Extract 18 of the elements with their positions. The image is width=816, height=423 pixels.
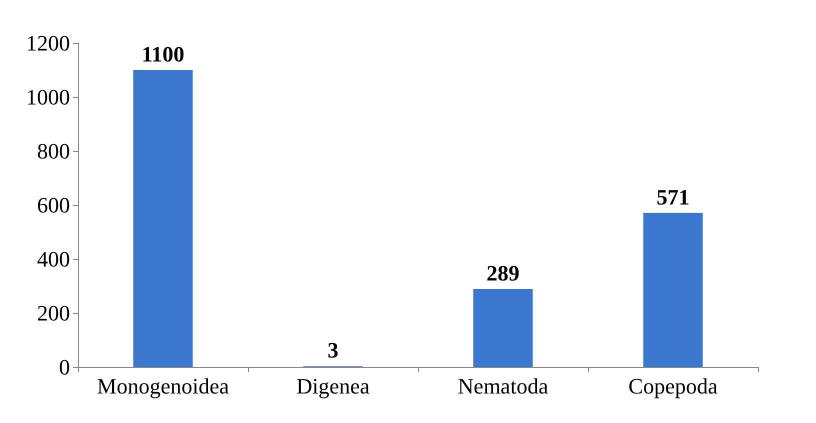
x-tick-label: Digenea bbox=[296, 374, 370, 398]
y-tick-label: 400 bbox=[37, 246, 70, 272]
data-label: 571 bbox=[656, 184, 690, 210]
y-tick-label: 600 bbox=[37, 192, 70, 218]
y-tick-label: 1000 bbox=[26, 84, 70, 110]
x-tick-label: Monogenoidea bbox=[97, 374, 230, 398]
y-tick-label: 200 bbox=[37, 300, 70, 326]
y-tick-label: 0 bbox=[59, 354, 70, 380]
data-label: 3 bbox=[328, 338, 338, 363]
bar bbox=[133, 70, 193, 367]
data-label: 1100 bbox=[142, 42, 184, 66]
bar bbox=[473, 288, 533, 367]
y-tick-label: 1200 bbox=[26, 30, 70, 56]
x-tick-label: Nematoda bbox=[458, 374, 548, 398]
data-label: 289 bbox=[486, 260, 520, 286]
y-tick-label: 800 bbox=[37, 138, 70, 164]
x-tick-label: Copepoda bbox=[628, 374, 718, 398]
bar bbox=[643, 212, 703, 367]
